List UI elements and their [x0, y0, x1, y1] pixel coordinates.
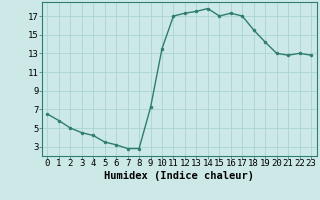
- X-axis label: Humidex (Indice chaleur): Humidex (Indice chaleur): [104, 171, 254, 181]
